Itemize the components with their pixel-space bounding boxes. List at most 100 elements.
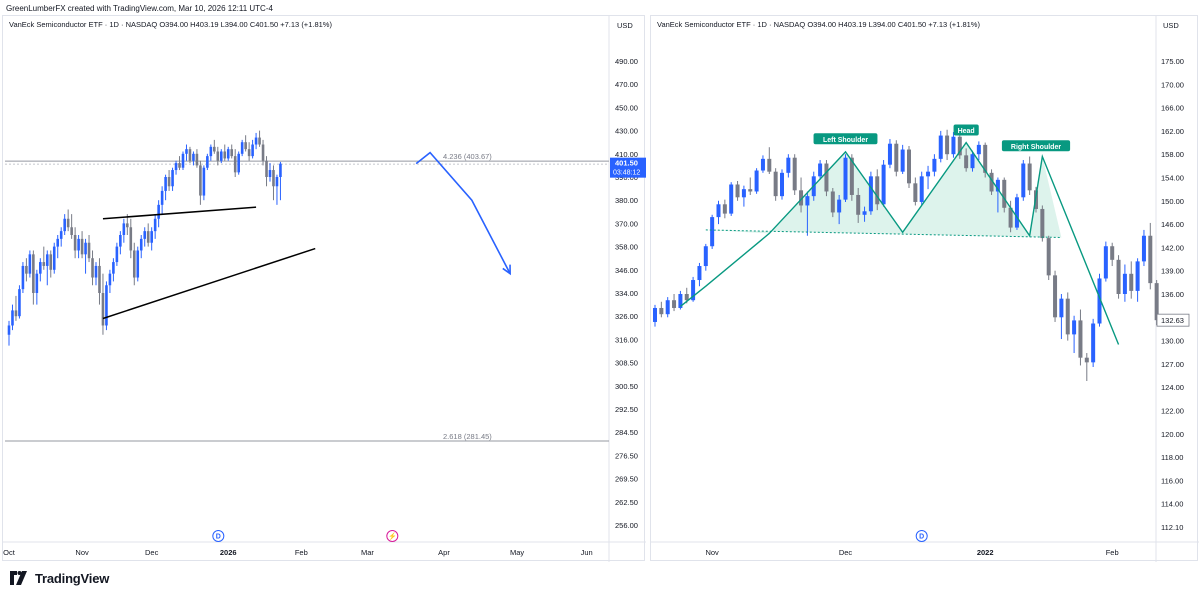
candle-body [900,149,905,172]
candle-body [786,157,791,173]
candle-body [989,172,994,192]
candle-body [261,144,265,161]
candle-body [108,273,112,286]
candle-body [1110,246,1115,260]
candle-body [976,144,981,155]
candle-body [697,266,702,281]
candle-body [202,167,206,196]
candle-body [1091,323,1096,363]
pattern-label-badge [1001,140,1071,152]
candle-body [167,177,171,187]
price-tick-label: 269.50 [615,475,638,484]
candle-body [14,310,18,317]
candle-body [230,149,234,157]
price-tick-label: 146.00 [1161,220,1184,229]
candle-body [265,160,268,177]
candle-body [1135,261,1140,291]
candle-body [192,153,195,161]
currency-label: USD [1163,21,1179,30]
candle-body [856,194,861,215]
candle-body [938,135,943,159]
price-tick-label: 490.00 [615,57,638,66]
candle-body [983,144,988,173]
chart-panel-right[interactable]: USD 175.00 170.00 166.00 162.00 158.00 154.00 1… [650,15,1199,562]
price-chart-left[interactable]: USD490.00470.00450.00430.00410.00390.003… [3,16,646,562]
candle-body [1065,298,1070,335]
pattern-label-text: Left Shoulder [823,137,868,144]
price-tick-label: 122.00 [1161,407,1184,416]
candle-body [1021,163,1026,198]
candle-body [653,307,657,322]
price-tick-label: 380.00 [615,196,638,205]
candle-body [279,163,282,177]
candle-body [258,137,261,145]
candle-body [272,170,275,187]
candle-body [223,151,227,159]
last-price-badge [610,157,646,178]
price-tick-label: 170.00 [1161,80,1184,89]
pattern-label-text: Head [958,128,975,135]
candle-body [185,149,188,154]
candle-body [1103,246,1108,279]
candle-body [94,265,98,278]
candle-body [951,136,956,155]
price-tick-label: 150.00 [1161,197,1184,206]
candle-body [251,144,254,157]
dividend-marker-icon [915,530,928,542]
candle-body [703,246,708,267]
time-tick-label: Feb [1106,548,1119,557]
candle-body [160,190,164,205]
projection-arrowhead [502,264,511,276]
candle-body [913,183,918,202]
candle-body [684,294,689,301]
candle-body [143,231,147,239]
price-tick-label: 112.10 [1161,523,1183,532]
candle-body [219,151,223,161]
pattern-outline [679,141,1120,345]
candle-body [32,254,35,293]
candle-body [119,235,122,247]
candle-body [849,157,854,195]
price-tick-label: 139.00 [1161,267,1184,276]
candle-body [18,289,21,317]
price-tick-label: 346.00 [615,266,638,275]
price-chart-right[interactable]: USD 175.00 170.00 166.00 162.00 158.00 154.00 1… [651,16,1199,562]
candle-body [233,156,237,173]
time-tick-label: May [510,548,524,557]
candle-body [767,158,772,172]
candle-body [1116,259,1121,294]
candle-body [247,149,251,157]
trendline [102,247,316,320]
candle-body [21,265,25,290]
candle-body [244,142,247,150]
candle-body [665,300,670,315]
candle-body [52,246,56,270]
candle-body [28,254,32,274]
time-tick-label: Dec [145,548,159,557]
candle-body [1014,197,1019,228]
price-tick-label: 120.00 [1161,430,1184,439]
price-tick-label: 430.00 [615,127,638,136]
time-tick-label: Mar [361,548,374,557]
candle-body [254,137,258,145]
price-tick-label: 166.00 [1161,104,1184,113]
candle-body [150,231,153,243]
candle-body [1154,283,1159,321]
price-tick-label: 116.00 [1161,476,1183,485]
candle-body [84,242,87,255]
pattern-label-badge [953,124,979,136]
candle-body [780,172,784,197]
candle-body [70,227,73,235]
candle-body [153,218,157,232]
candle-body [56,238,60,247]
candle-body [735,184,740,198]
price-tick-label: 316.00 [615,335,638,344]
time-tick-label: Nov [705,548,719,557]
candle-body [932,158,937,172]
candle-body [132,250,136,278]
candle-body [672,300,677,308]
candle-body [91,258,94,278]
chart-panel-left[interactable]: USD490.00470.00450.00430.00410.00390.003… [2,15,646,562]
candle-body [178,163,181,168]
price-tick-label: 262.50 [615,498,638,507]
